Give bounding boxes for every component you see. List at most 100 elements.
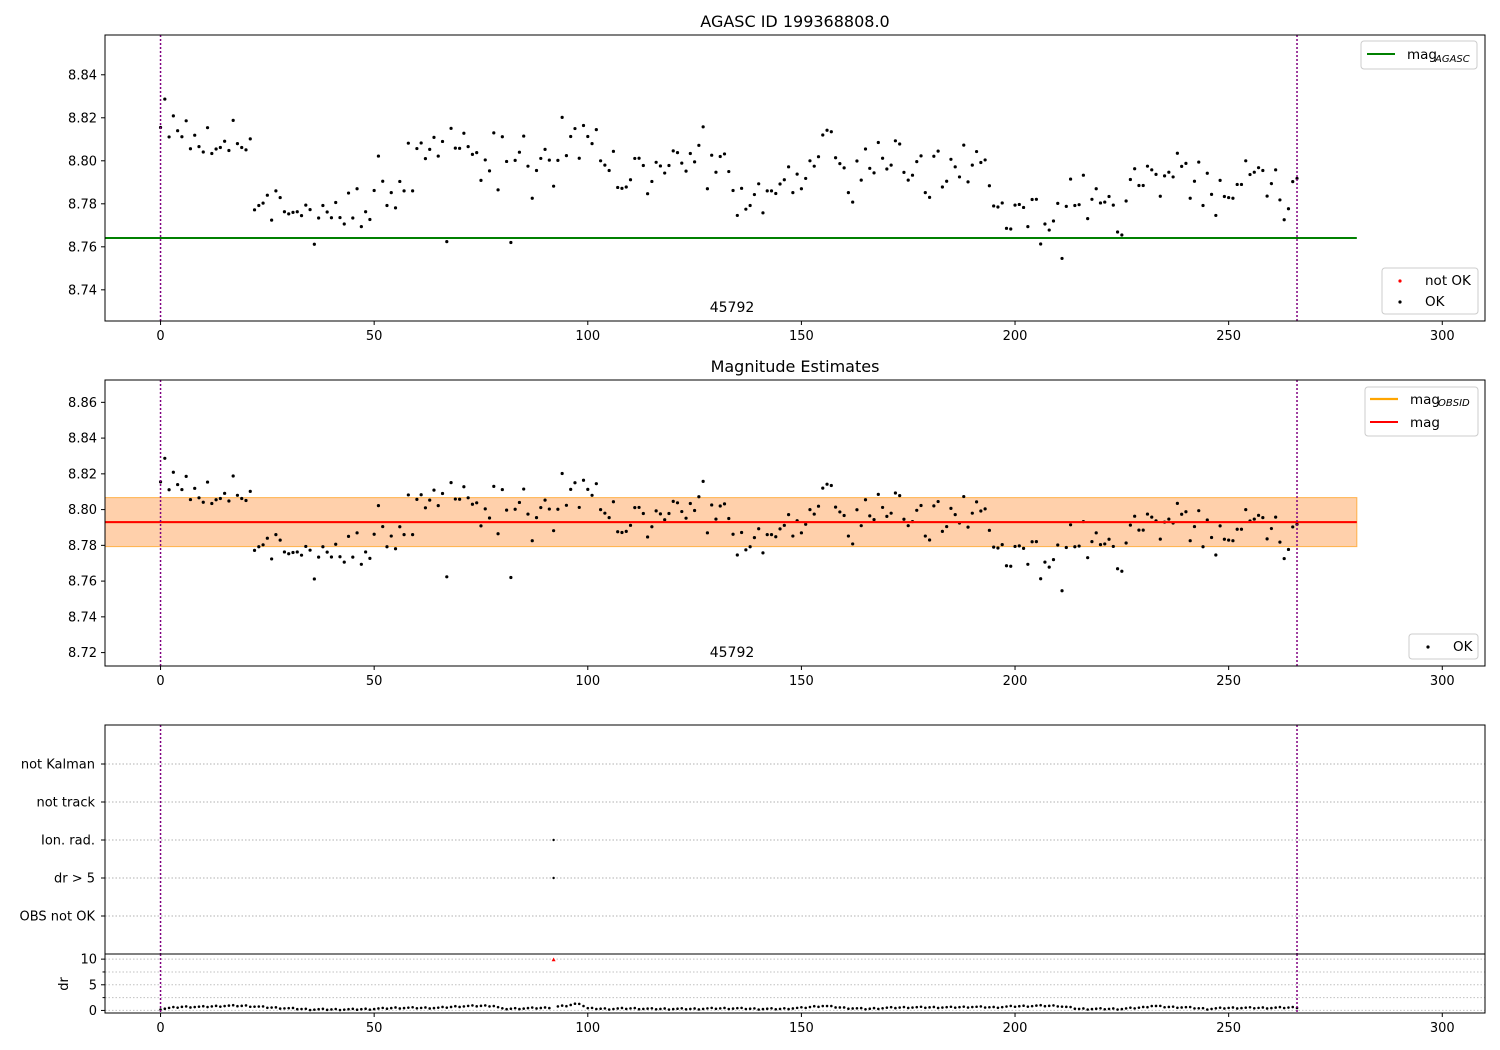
- mag-estimate-point: [479, 524, 483, 528]
- mag-estimate-point: [184, 474, 188, 478]
- mag-point: [859, 178, 863, 182]
- mag-point: [808, 159, 812, 163]
- mag-point: [1124, 199, 1128, 203]
- mag-point: [317, 216, 321, 220]
- mag-estimate-point: [440, 491, 445, 496]
- mag-estimate-point: [748, 545, 752, 549]
- x-tick-label: 50: [366, 674, 383, 689]
- mag-estimate-point: [346, 534, 351, 539]
- dr-point: [372, 1007, 376, 1011]
- dr-point: [992, 1005, 995, 1009]
- mag-point: [171, 114, 175, 118]
- mag-point: [573, 126, 577, 131]
- mag-estimate-point: [483, 507, 487, 511]
- mag-point: [821, 133, 825, 137]
- dr-point: [710, 1006, 713, 1010]
- dr-point: [313, 1008, 316, 1011]
- dr-point: [569, 1003, 572, 1007]
- dr-point: [706, 1007, 709, 1010]
- mag-point: [368, 217, 372, 222]
- legend-ok-label-2: OK: [1453, 639, 1474, 655]
- legend-notok-marker: [1398, 279, 1402, 283]
- mag-estimate-point: [735, 553, 739, 557]
- mag-point: [966, 180, 970, 184]
- dr-point: [1227, 1006, 1230, 1010]
- dr-point: [979, 1005, 983, 1008]
- dr-point: [953, 1006, 957, 1009]
- mag-point: [543, 147, 547, 151]
- mag-estimate-point: [692, 508, 697, 513]
- mag-estimate-point: [880, 505, 885, 510]
- dr-point: [1116, 1008, 1119, 1011]
- mag-estimate-point: [919, 503, 923, 508]
- dr-point: [1158, 1004, 1162, 1008]
- mag-estimate-point: [1291, 525, 1295, 529]
- dr-point: [1274, 1006, 1277, 1009]
- mag-estimate-point: [1265, 537, 1269, 541]
- dr-point: [864, 1008, 867, 1011]
- mag-estimate-point: [462, 485, 466, 489]
- dr-point: [1107, 1007, 1111, 1011]
- mag-estimate-point: [492, 484, 496, 488]
- dr-point: [1133, 1007, 1136, 1010]
- mag-point: [287, 212, 291, 216]
- mag-point: [492, 131, 496, 135]
- dr-point: [295, 1007, 299, 1011]
- dr-point: [603, 1007, 607, 1010]
- mag-point: [1077, 203, 1081, 207]
- flags-panel: not Kalman not track Ion. rad. dr > 5 OBS no…: [20, 724, 1486, 955]
- dr-point: [791, 1007, 795, 1010]
- dr-point: [1176, 1006, 1179, 1010]
- mag-point: [795, 172, 799, 176]
- dr-point: [1171, 1005, 1175, 1008]
- mag-estimate-point: [791, 534, 795, 538]
- mag-point: [244, 148, 248, 152]
- dr-point: [804, 1006, 807, 1010]
- dr-point: [522, 1007, 525, 1010]
- mag-estimate-point: [1286, 547, 1291, 552]
- mag-estimate-point: [607, 516, 611, 520]
- mag-estimate-point: [1111, 544, 1115, 549]
- mag-point: [338, 215, 342, 220]
- mag-point: [863, 147, 868, 151]
- mag-point: [496, 188, 500, 192]
- mag-estimate-point: [1274, 515, 1278, 519]
- mag-estimate-point: [1188, 539, 1192, 543]
- dr-point: [287, 1006, 291, 1010]
- dr-point: [834, 1006, 837, 1009]
- dr-point: [398, 1007, 402, 1010]
- dr-point: [415, 1006, 419, 1010]
- dr-point: [1120, 1007, 1124, 1011]
- mag-point: [701, 125, 705, 129]
- mag-estimate-point: [953, 512, 957, 517]
- mag-point: [547, 158, 551, 162]
- mag-estimate-point: [470, 502, 475, 506]
- mag-point: [663, 171, 667, 175]
- dr-point: [201, 1004, 205, 1008]
- mag-estimate-point: [654, 509, 658, 513]
- dr-point: [812, 1004, 816, 1008]
- mag-estimate-point: [744, 548, 748, 552]
- mag-estimate-point: [1201, 545, 1205, 549]
- mag-point: [987, 184, 991, 188]
- dr-point: [1039, 1003, 1042, 1007]
- mag-estimate-point: [500, 487, 504, 492]
- mag-point: [923, 191, 927, 195]
- mag-estimate-point: [885, 514, 889, 518]
- mag-point: [218, 145, 222, 150]
- dr-point: [714, 1007, 718, 1011]
- mag-estimate-point: [718, 504, 722, 508]
- mag-point: [526, 164, 530, 168]
- dr-panel: 0 50 100 150 200 250 300 0 5 10 dr: [57, 953, 1486, 1036]
- y-tick-label: 8.74: [68, 283, 97, 298]
- dr-point: [761, 1007, 765, 1011]
- mag-point: [1094, 187, 1098, 191]
- dr-point: [1240, 1006, 1243, 1010]
- mag-estimate-point: [641, 511, 645, 516]
- x-tick-label: 300: [1430, 674, 1455, 689]
- dr-point: [680, 1006, 684, 1010]
- mag-point: [620, 186, 624, 190]
- mag-point: [962, 143, 966, 147]
- x-tick-label: 0: [156, 1021, 164, 1036]
- dr-point: [1150, 1004, 1154, 1008]
